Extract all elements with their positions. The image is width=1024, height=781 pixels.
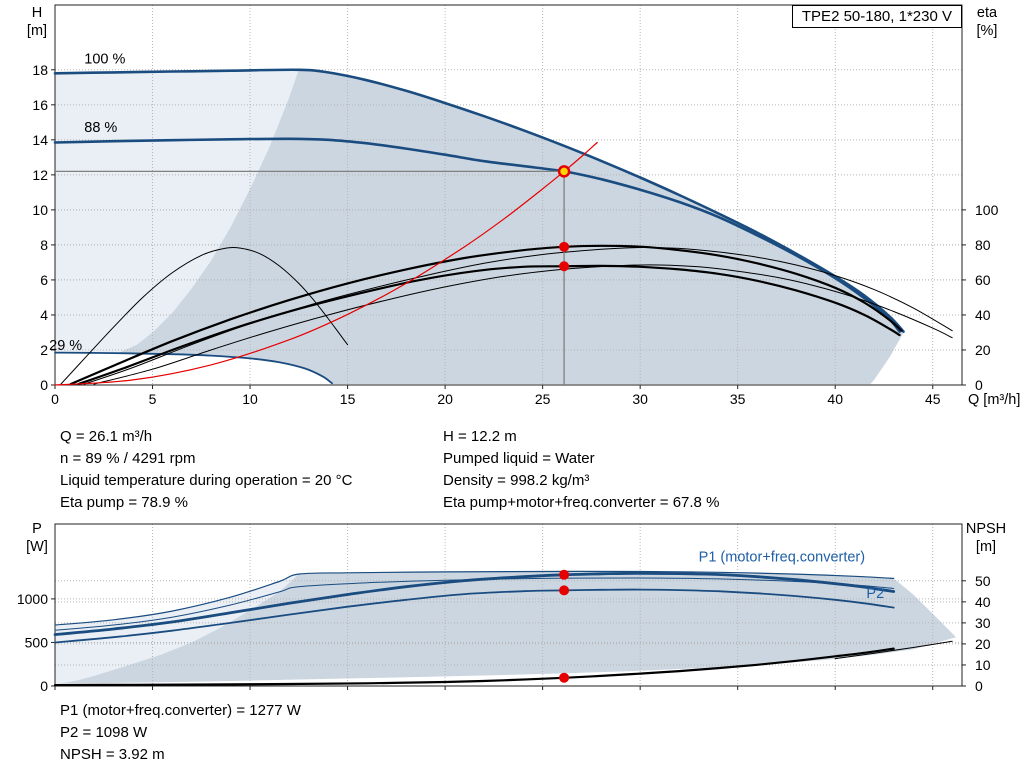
max-speed-curve-100pct <box>53 68 905 333</box>
duty-info-right: H = 12.2 m Pumped liquid = Water Density… <box>443 426 719 514</box>
axis-tick-labels: 0 2 4 6 8 10 12 14 16 18 0 20 40 60 80 100 0 5 10 15 20 25 30 3… <box>32 62 998 407</box>
npsh-axis-quantity: NPSH <box>965 521 1007 537</box>
plot-border <box>54 523 963 687</box>
axis-ticks <box>51 580 966 690</box>
svg-text:80: 80 <box>975 237 991 253</box>
head-axis-quantity: H <box>31 5 43 21</box>
info-p2: P2 = 1098 W <box>60 724 148 741</box>
svg-text:500: 500 <box>25 634 49 650</box>
p2-point <box>559 585 570 596</box>
svg-text:45: 45 <box>925 391 941 407</box>
svg-text:60: 60 <box>975 272 991 288</box>
svg-text:18: 18 <box>32 62 48 78</box>
curve-label: P1 (motor+freq.converter) <box>699 549 865 565</box>
svg-text:40: 40 <box>975 307 991 323</box>
eta-pump-max-curve <box>83 246 953 385</box>
axis-tick-labels: 0 500 1000 0 10 20 30 40 50 <box>17 573 991 694</box>
svg-text:10: 10 <box>975 657 991 673</box>
info-speed: n = 89 % / 4291 rpm <box>60 450 196 467</box>
svg-text:1000: 1000 <box>17 591 48 607</box>
svg-text:20: 20 <box>975 636 991 652</box>
power-info: P1 (motor+freq.converter) = 1277 W P2 = … <box>60 700 301 766</box>
info-head: H = 12.2 m <box>443 428 517 445</box>
curve-label: 100 % <box>84 52 125 68</box>
curve-label: 88 % <box>84 120 117 136</box>
min-speed-curve-29pct <box>54 351 333 385</box>
svg-text:0: 0 <box>40 678 48 694</box>
pump-title-box: TPE2 50-180, 1*230 V <box>791 5 962 28</box>
npsh-point <box>559 672 570 683</box>
svg-text:0: 0 <box>51 391 59 407</box>
svg-text:20: 20 <box>975 342 991 358</box>
info-pumped-liquid: Pumped liquid = Water <box>443 450 595 467</box>
svg-text:40: 40 <box>975 594 991 610</box>
svg-text:30: 30 <box>632 391 648 407</box>
curve-label: 29 % <box>49 338 82 354</box>
svg-text:15: 15 <box>340 391 356 407</box>
duty-point[interactable] <box>557 165 571 178</box>
npsh-max-curve <box>834 640 953 660</box>
svg-text:10: 10 <box>32 202 48 218</box>
power-axis-quantity: P <box>32 521 42 537</box>
p1-max-curve <box>54 570 895 626</box>
eta-pump-point <box>559 241 570 252</box>
head-axis-unit: [m] <box>26 23 48 39</box>
power-low-flow-region <box>55 574 299 684</box>
svg-text:35: 35 <box>730 391 746 407</box>
info-liquid-temp: Liquid temperature during operation = 20… <box>60 472 353 489</box>
head-axis-title: H [m] <box>16 4 58 40</box>
info-eta-total: Eta pump+motor+freq.converter = 67.8 % <box>443 494 720 511</box>
npsh-curve <box>53 647 895 687</box>
svg-text:25: 25 <box>535 391 551 407</box>
grid-lines <box>55 5 962 385</box>
info-npsh: NPSH = 3.92 m <box>60 746 165 763</box>
svg-text:10: 10 <box>242 391 258 407</box>
eta-axis-quantity: eta <box>976 5 998 21</box>
info-density: Density = 998.2 kg/m³ <box>443 472 590 489</box>
npsh-axis-title: NPSH [m] <box>956 520 1016 556</box>
svg-text:0: 0 <box>975 678 983 694</box>
eta-total-curve <box>77 264 901 386</box>
flow-axis-title: Q [m³/h] <box>968 392 1021 408</box>
duty-info-left: Q = 26.1 m³/h n = 89 % / 4291 rpm Liquid… <box>60 426 352 514</box>
svg-text:2: 2 <box>40 342 48 358</box>
svg-text:8: 8 <box>40 237 48 253</box>
info-flow: Q = 26.1 m³/h <box>60 428 153 445</box>
svg-text:50: 50 <box>975 573 991 589</box>
svg-text:6: 6 <box>40 272 48 288</box>
eta-axis-title: eta [%] <box>964 4 1010 40</box>
svg-text:14: 14 <box>32 132 48 148</box>
info-eta-pump: Eta pump = 78.9 % <box>60 494 188 511</box>
svg-text:0: 0 <box>975 377 983 393</box>
duty-crosshair <box>55 170 565 385</box>
svg-text:5: 5 <box>149 391 157 407</box>
svg-text:30: 30 <box>975 615 991 631</box>
eta-low-flow-curve <box>60 246 349 385</box>
svg-text:4: 4 <box>40 307 48 323</box>
eta-total-max-curve <box>93 264 953 385</box>
svg-text:40: 40 <box>827 391 843 407</box>
power-envelope <box>55 571 957 684</box>
eta-total-point <box>559 261 570 272</box>
duty-speed-curve-89pct <box>53 137 901 333</box>
eta-axis-unit: [%] <box>976 23 998 39</box>
plot-border <box>54 4 963 386</box>
power-axis-title: P [W] <box>16 520 58 556</box>
curve-label: P2 <box>866 586 884 602</box>
svg-text:0: 0 <box>40 377 48 393</box>
p1-point <box>559 569 570 580</box>
info-p1: P1 (motor+freq.converter) = 1277 W <box>60 702 301 719</box>
svg-text:12: 12 <box>32 167 48 183</box>
svg-text:20: 20 <box>437 391 453 407</box>
p2-max-curve <box>54 577 895 631</box>
svg-text:100: 100 <box>975 202 999 218</box>
eta-pump-curve <box>69 244 903 386</box>
axis-ticks <box>51 69 966 389</box>
svg-text:16: 16 <box>32 97 48 113</box>
npsh-axis-unit: [m] <box>975 539 997 555</box>
power-axis-unit: [W] <box>26 539 48 555</box>
